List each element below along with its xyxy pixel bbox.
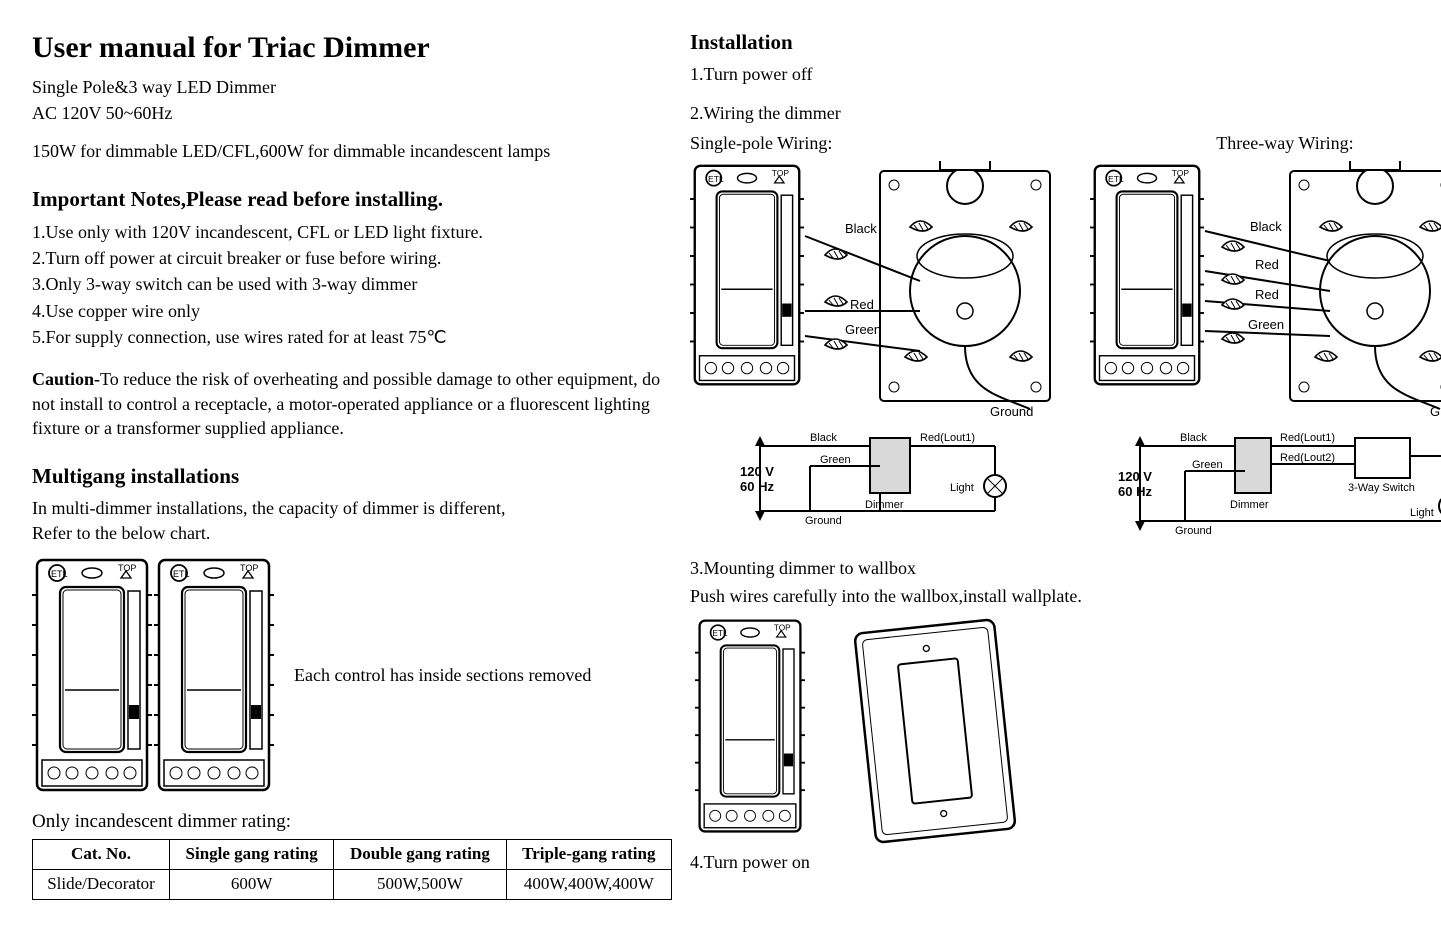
rating-cell: Slide/Decorator xyxy=(33,869,170,899)
multigang-text: In multi-dimmer installations, the capac… xyxy=(32,496,672,545)
rating-line: 150W for dimmable LED/CFL,600W for dimma… xyxy=(32,139,672,163)
notes-heading: Important Notes,Please read before insta… xyxy=(32,185,672,213)
step-2: 2.Wiring the dimmer xyxy=(690,101,1441,125)
svg-text:Red: Red xyxy=(850,297,874,312)
three-way-diagram: Black Red Red Green Ground xyxy=(1090,161,1441,541)
svg-text:Red: Red xyxy=(1255,287,1279,302)
step-3-text: Push wires carefully into the wallbox,in… xyxy=(690,584,1441,608)
svg-text:Green: Green xyxy=(845,322,881,337)
note-item: 2.Turn off power at circuit breaker or f… xyxy=(32,246,672,270)
multigang-heading: Multigang installations xyxy=(32,462,672,490)
rating-col-header: Triple-gang rating xyxy=(506,839,671,869)
note-item: 5.For supply connection, use wires rated… xyxy=(32,325,672,349)
notes-list: 1.Use only with 120V incandescent, CFL o… xyxy=(32,220,672,349)
step-3: 3.Mounting dimmer to wallbox xyxy=(690,556,1441,580)
rating-title: Only incandescent dimmer rating: xyxy=(32,809,672,835)
rating-col-header: Cat. No. xyxy=(33,839,170,869)
note-item: 3.Only 3-way switch can be used with 3-w… xyxy=(32,272,672,296)
doc-title: User manual for Triac Dimmer xyxy=(32,28,672,69)
step-1: 1.Turn power off xyxy=(690,62,1441,86)
svg-text:Red: Red xyxy=(1255,257,1279,272)
three-way-label: Three-way Wiring: xyxy=(1090,131,1441,155)
rating-cell: 600W xyxy=(170,869,334,899)
note-item: 1.Use only with 120V incandescent, CFL o… xyxy=(32,220,672,244)
doc-sub2: AC 120V 50~60Hz xyxy=(32,101,672,125)
wallplate-icon xyxy=(850,616,1020,846)
caution-label: Caution- xyxy=(32,369,100,389)
rating-cell: 500W,500W xyxy=(334,869,506,899)
rating-col-header: Double gang rating xyxy=(334,839,506,869)
rating-cell: 400W,400W,400W xyxy=(506,869,671,899)
svg-text:Green: Green xyxy=(1248,317,1284,332)
svg-text:Ground: Ground xyxy=(1430,404,1441,419)
note-item: 4.Use copper wire only xyxy=(32,299,672,323)
rating-table: Cat. No. Single gang rating Double gang … xyxy=(32,839,672,900)
gang-caption: Each control has inside sections removed xyxy=(294,663,591,687)
svg-text:Ground: Ground xyxy=(990,404,1033,419)
single-pole-diagram: Black Red Green Ground xyxy=(690,161,1060,541)
step-4: 4.Turn power on xyxy=(690,850,1441,874)
doc-sub1: Single Pole&3 way LED Dimmer xyxy=(32,75,672,99)
installation-heading: Installation xyxy=(690,28,1441,56)
rating-col-header: Single gang rating xyxy=(170,839,334,869)
mounting-illustration xyxy=(690,616,1441,846)
single-pole-label: Single-pole Wiring: xyxy=(690,131,1060,155)
caution-block: Caution-To reduce the risk of overheatin… xyxy=(32,367,672,440)
svg-text:Black: Black xyxy=(1250,219,1282,234)
svg-text:Black: Black xyxy=(845,221,877,236)
caution-text: To reduce the risk of overheating and po… xyxy=(32,369,660,438)
multigang-illustration xyxy=(32,555,274,795)
